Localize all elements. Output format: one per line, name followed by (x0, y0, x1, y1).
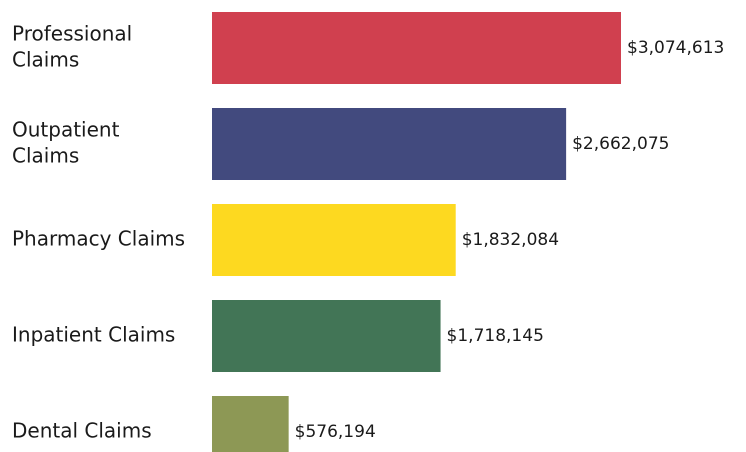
category-label-line: Inpatient Claims (12, 323, 175, 347)
bar-value-label-3: $1,718,145 (447, 326, 544, 346)
category-label-4: Dental Claims (12, 419, 152, 443)
bar-value-label-4: $576,194 (295, 422, 376, 442)
bar-4 (212, 396, 289, 452)
bar-0 (212, 12, 621, 84)
bar-value-label-2: $1,832,084 (462, 230, 559, 250)
category-label-0: Professional Claims (12, 22, 132, 72)
category-label-line: Claims (12, 144, 79, 168)
bar-value-label-1: $2,662,075 (572, 134, 669, 154)
category-label-3: Inpatient Claims (12, 323, 175, 347)
category-label-line: Professional (12, 22, 132, 46)
bar-3 (212, 300, 441, 372)
category-label-line: Outpatient (12, 118, 120, 142)
category-label-line: Pharmacy Claims (12, 227, 185, 251)
category-label-2: Pharmacy Claims (12, 227, 185, 251)
category-label-line: Claims (12, 48, 79, 72)
category-label-line: Dental Claims (12, 419, 152, 443)
bar-2 (212, 204, 456, 276)
category-label-1: Outpatient Claims (12, 118, 120, 168)
bar-value-label-0: $3,074,613 (627, 38, 724, 58)
bar-1 (212, 108, 567, 180)
